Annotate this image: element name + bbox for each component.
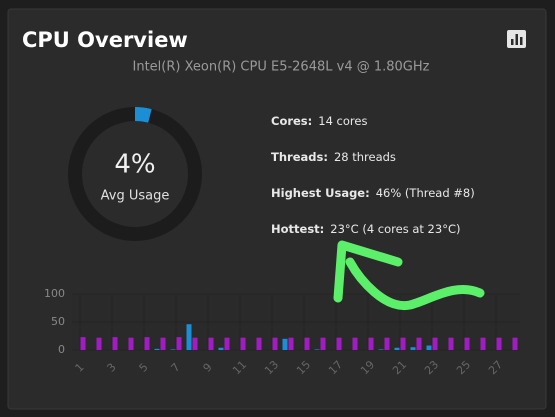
bar	[154, 348, 160, 350]
cpu-model: Intel(R) Xeon(R) CPU E5-2648L v4 @ 1.80G…	[133, 60, 430, 75]
bar	[256, 337, 262, 350]
bar	[352, 337, 358, 350]
bar	[80, 337, 86, 350]
bar	[320, 337, 326, 350]
stat-label: Threads:	[271, 150, 328, 164]
stat-row: Hottest: 23°C (4 cores at 23°C)	[271, 222, 460, 236]
bar	[288, 337, 294, 350]
bar	[426, 345, 432, 350]
y-tick-label: 0	[58, 343, 65, 356]
bar	[480, 337, 486, 350]
bar	[394, 347, 400, 350]
bar	[464, 337, 470, 350]
bar	[314, 349, 320, 350]
bar	[378, 349, 384, 350]
bar	[368, 337, 374, 350]
bar	[416, 337, 422, 350]
bar	[240, 337, 246, 350]
bar	[512, 337, 518, 350]
bar	[144, 337, 150, 350]
chart-icon-button[interactable]	[507, 30, 526, 48]
icon-bar	[520, 37, 523, 45]
bar	[224, 337, 230, 350]
stat-row: Threads: 28 threads	[271, 150, 396, 164]
bar	[384, 337, 390, 350]
bar	[170, 349, 176, 350]
stat-label: Highest Usage:	[271, 186, 370, 200]
icon-bar	[515, 34, 518, 45]
annotation-arrow	[345, 257, 485, 310]
bar	[432, 337, 438, 350]
stats: Cores: 14 cores Threads: 28 threads Highest …	[271, 114, 475, 236]
stat-row: Highest Usage: 46% (Thread #8)	[271, 186, 475, 200]
bar	[496, 337, 502, 350]
y-tick-label: 100	[44, 287, 65, 300]
bar	[448, 337, 454, 350]
icon-bar	[511, 39, 514, 45]
stat-value: 28 threads	[334, 150, 396, 164]
bar	[218, 347, 224, 350]
y-tick-label: 50	[51, 315, 65, 328]
stat-label: Hottest:	[271, 222, 324, 236]
bar	[208, 337, 214, 350]
bar	[400, 337, 406, 350]
bar	[160, 337, 166, 350]
stat-value: 14 cores	[318, 114, 367, 128]
annotation-arrow-head	[333, 240, 403, 303]
bar	[304, 337, 310, 350]
bar	[176, 337, 182, 350]
bar	[128, 337, 134, 350]
gauge-arc	[134, 107, 152, 123]
bar	[410, 347, 416, 350]
stat-row: Cores: 14 cores	[271, 114, 367, 128]
bar	[192, 337, 198, 350]
bar	[272, 337, 278, 350]
gauge-value: 4%	[114, 150, 155, 180]
stat-value: 23°C (4 cores at 23°C)	[330, 222, 460, 236]
bar	[112, 337, 118, 350]
bar	[282, 338, 288, 350]
stat-label: Cores:	[271, 114, 312, 128]
card-title: CPU Overview	[22, 28, 188, 52]
bar	[96, 337, 102, 350]
stat-value: 46% (Thread #8)	[376, 186, 475, 200]
bar	[186, 324, 192, 350]
bar	[336, 337, 342, 350]
gauge-label: Avg Usage	[101, 189, 170, 204]
